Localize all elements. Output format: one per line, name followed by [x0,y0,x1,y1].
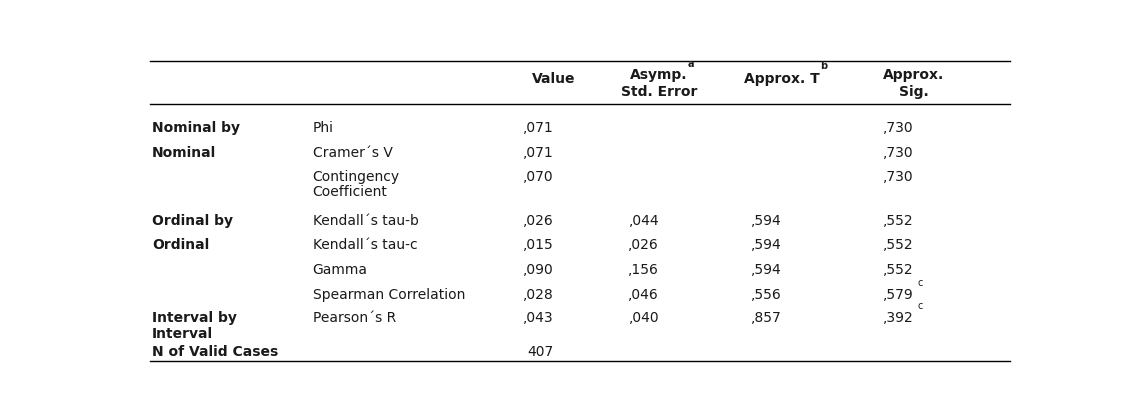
Text: Ordinal: Ordinal [152,238,209,253]
Text: Kendall´s tau-b: Kendall´s tau-b [312,214,419,228]
Text: ,043: ,043 [523,311,554,325]
Text: ,857: ,857 [752,311,782,325]
Text: Approx.
Sig.: Approx. Sig. [883,69,944,99]
Text: a: a [688,59,695,69]
Text: ,552: ,552 [883,238,914,253]
Text: ,552: ,552 [883,214,914,228]
Text: ,579: ,579 [883,287,914,302]
Text: Asymp.
Std. Error: Asymp. Std. Error [621,69,697,99]
Text: Coefficient: Coefficient [312,186,387,199]
Text: Cramer´s V: Cramer´s V [312,146,393,160]
Text: ,028: ,028 [523,287,554,302]
Text: Pearson´s R: Pearson´s R [312,311,396,325]
Text: ,015: ,015 [523,238,554,253]
Text: ,392: ,392 [883,311,914,325]
Text: ,071: ,071 [523,146,554,160]
Text: ,070: ,070 [523,170,554,184]
Text: ,730: ,730 [883,121,914,135]
Text: Spearman Correlation: Spearman Correlation [312,287,465,302]
Text: c: c [918,277,924,287]
Text: Kendall´s tau-c: Kendall´s tau-c [312,238,418,253]
Text: ,552: ,552 [883,263,914,277]
Text: N of Valid Cases: N of Valid Cases [152,345,278,359]
Text: ,594: ,594 [752,214,782,228]
Text: ,046: ,046 [628,287,659,302]
Text: ,730: ,730 [883,146,914,160]
Text: ,556: ,556 [752,287,782,302]
Text: Interval: Interval [152,327,213,342]
Text: Interval by: Interval by [152,311,237,325]
Text: Approx. T: Approx. T [744,72,820,86]
Text: 407: 407 [528,345,554,359]
Text: Value: Value [532,72,575,86]
Text: ,156: ,156 [628,263,659,277]
Text: c: c [918,301,924,311]
Text: Contingency: Contingency [312,170,400,184]
Text: ,594: ,594 [752,238,782,253]
Text: ,040: ,040 [628,311,659,325]
Text: Phi: Phi [312,121,334,135]
Text: Gamma: Gamma [312,263,368,277]
Text: Nominal: Nominal [152,146,216,160]
Text: ,594: ,594 [752,263,782,277]
Text: Ordinal by: Ordinal by [152,214,233,228]
Text: ,044: ,044 [628,214,659,228]
Text: Nominal by: Nominal by [152,121,240,135]
Text: ,026: ,026 [628,238,659,253]
Text: b: b [820,61,826,71]
Text: ,090: ,090 [523,263,554,277]
Text: ,026: ,026 [523,214,554,228]
Text: ,730: ,730 [883,170,914,184]
Text: ,071: ,071 [523,121,554,135]
